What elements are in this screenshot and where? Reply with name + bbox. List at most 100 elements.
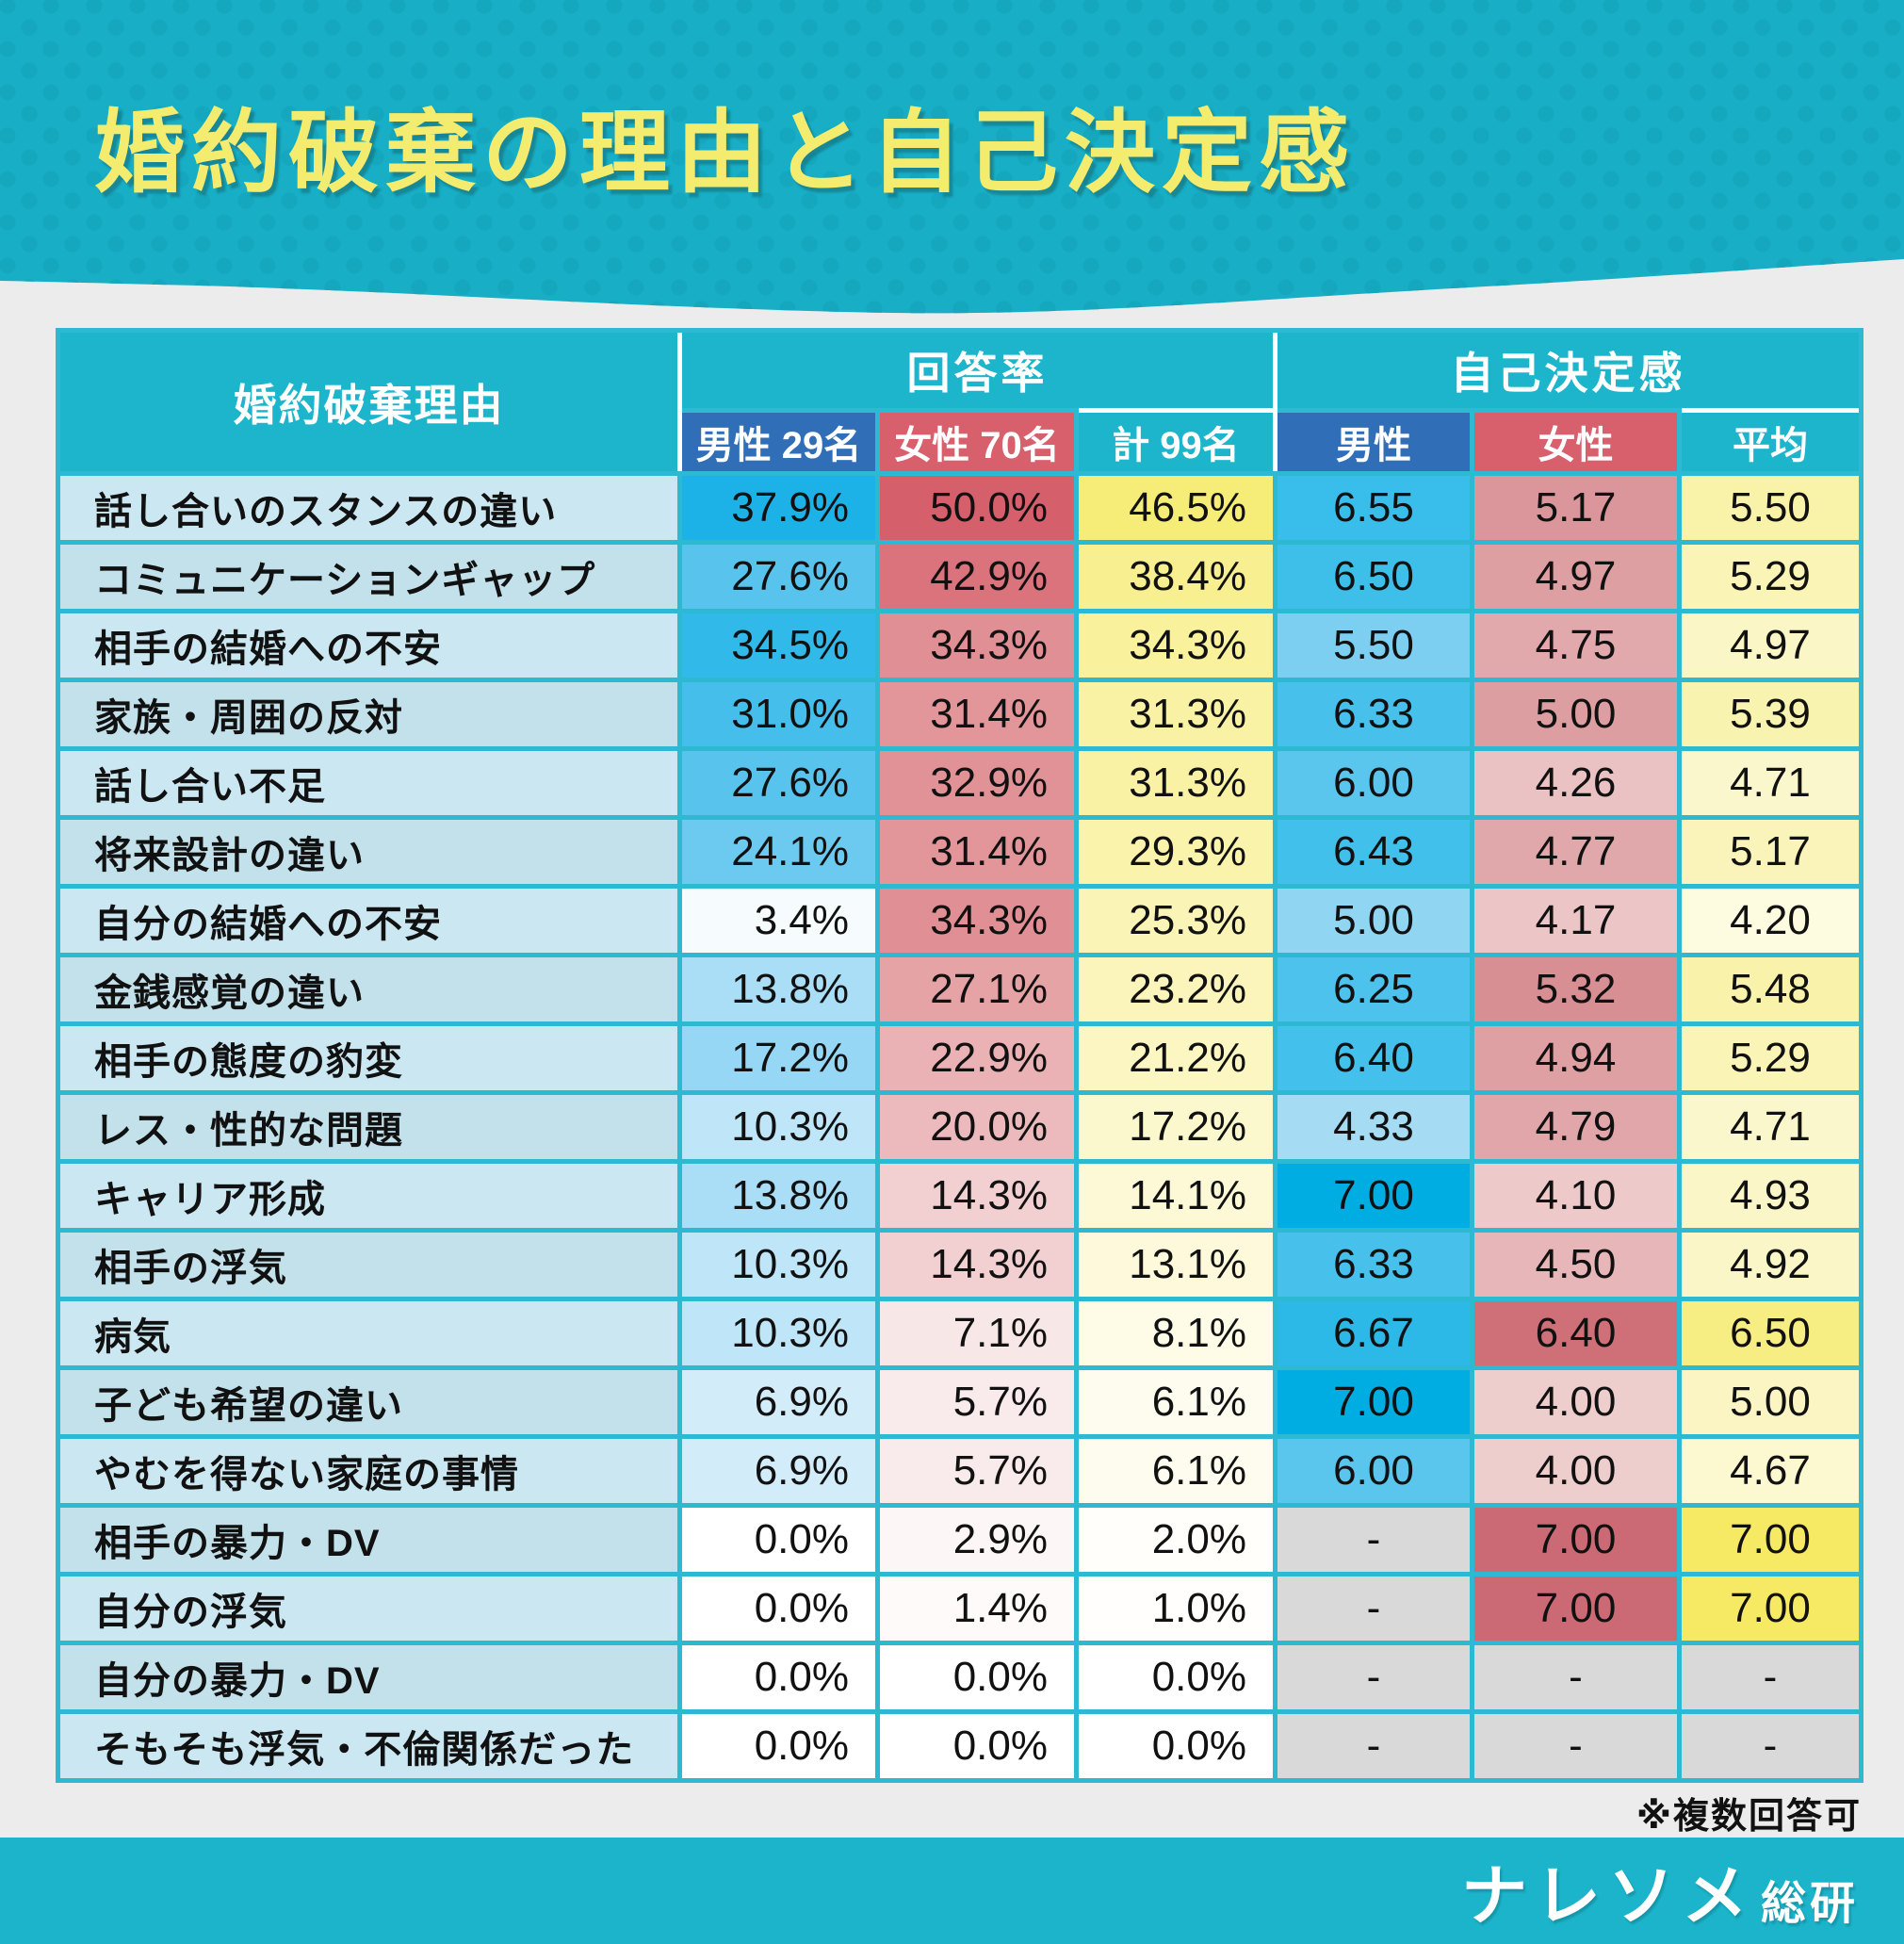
brand-logo-sub: 総研 <box>1760 1879 1859 1929</box>
data-cell: 13.8% <box>682 1164 875 1228</box>
data-cell: 6.1% <box>1079 1370 1273 1434</box>
sub-header-male-n: 男性 29名 <box>682 413 875 471</box>
data-cell: 21.2% <box>1079 1026 1273 1090</box>
data-cell: 5.29 <box>1682 545 1859 609</box>
data-cell: 4.20 <box>1682 889 1859 953</box>
data-cell: 4.50 <box>1474 1233 1677 1297</box>
data-cell: - <box>1474 1714 1677 1778</box>
data-cell: 5.17 <box>1682 820 1859 884</box>
data-cell: 0.0% <box>1079 1645 1273 1709</box>
brand-logo: ナレソメ 総研 <box>1461 1843 1859 1938</box>
data-cell: 4.71 <box>1682 1095 1859 1159</box>
data-cell: 42.9% <box>880 545 1074 609</box>
data-cell: 5.50 <box>1277 613 1470 678</box>
data-cell: 7.00 <box>1682 1508 1859 1572</box>
data-cell: 6.50 <box>1682 1301 1859 1365</box>
data-cell: 17.2% <box>1079 1095 1273 1159</box>
row-label: 子ども希望の違い <box>60 1370 677 1434</box>
data-cell: 34.3% <box>1079 613 1273 678</box>
data-cell: 31.4% <box>880 820 1074 884</box>
data-cell: - <box>1474 1645 1677 1709</box>
footnote: ※複数回答可 <box>1636 1797 1862 1837</box>
data-cell: 7.00 <box>1474 1508 1677 1572</box>
data-cell: 6.50 <box>1277 545 1470 609</box>
data-cell: 14.1% <box>1079 1164 1273 1228</box>
data-cell: 20.0% <box>880 1095 1074 1159</box>
row-label: やむを得ない家庭の事情 <box>60 1439 677 1503</box>
data-cell: - <box>1277 1508 1470 1572</box>
data-cell: 50.0% <box>880 476 1074 540</box>
data-cell: 34.3% <box>880 613 1074 678</box>
data-cell: 6.25 <box>1277 957 1470 1021</box>
row-label: 金銭感覚の違い <box>60 957 677 1021</box>
data-cell: 23.2% <box>1079 957 1273 1021</box>
data-cell: 0.0% <box>880 1645 1074 1709</box>
data-cell: 5.00 <box>1682 1370 1859 1434</box>
data-cell: 6.9% <box>682 1370 875 1434</box>
data-cell: 5.7% <box>880 1370 1074 1434</box>
data-cell: 0.0% <box>682 1714 875 1778</box>
data-cell: 6.33 <box>1277 1233 1470 1297</box>
data-cell: 7.00 <box>1474 1576 1677 1641</box>
data-cell: 4.93 <box>1682 1164 1859 1228</box>
data-cell: 13.1% <box>1079 1233 1273 1297</box>
data-cell: 5.7% <box>880 1439 1074 1503</box>
data-cell: 4.00 <box>1474 1439 1677 1503</box>
data-cell: 32.9% <box>880 751 1074 815</box>
data-cell: 5.00 <box>1474 682 1677 746</box>
data-cell: 7.1% <box>880 1301 1074 1365</box>
row-label: 家族・周囲の反対 <box>60 682 677 746</box>
data-cell: 29.3% <box>1079 820 1273 884</box>
data-cell: 27.1% <box>880 957 1074 1021</box>
data-cell: 1.4% <box>880 1576 1074 1641</box>
row-label: キャリア形成 <box>60 1164 677 1228</box>
sub-header-sd-female: 女性 <box>1474 413 1677 471</box>
data-cell: 6.55 <box>1277 476 1470 540</box>
data-cell: 31.3% <box>1079 682 1273 746</box>
data-cell: - <box>1277 1576 1470 1641</box>
data-cell: 4.92 <box>1682 1233 1859 1297</box>
data-cell: 4.10 <box>1474 1164 1677 1228</box>
data-cell: 10.3% <box>682 1233 875 1297</box>
header-separator-vertical-1 <box>677 333 682 471</box>
row-label: 相手の暴力・DV <box>60 1508 677 1572</box>
data-cell: 34.3% <box>880 889 1074 953</box>
data-cell: 31.0% <box>682 682 875 746</box>
data-cell: 7.00 <box>1277 1164 1470 1228</box>
data-cell: 6.00 <box>1277 1439 1470 1503</box>
data-cell: 5.48 <box>1682 957 1859 1021</box>
data-cell: 4.75 <box>1474 613 1677 678</box>
data-cell: 0.0% <box>682 1508 875 1572</box>
data-cell: 46.5% <box>1079 476 1273 540</box>
row-label: 話し合い不足 <box>60 751 677 815</box>
data-cell: 31.3% <box>1079 751 1273 815</box>
row-label: コミュニケーションギャップ <box>60 545 677 609</box>
sub-header-sd-average: 平均 <box>1682 413 1859 471</box>
brand-logo-main: ナレソメ <box>1460 1859 1755 1933</box>
column-header-reason: 婚約破棄理由 <box>60 333 677 471</box>
data-cell: 6.40 <box>1474 1301 1677 1365</box>
data-cell: 6.1% <box>1079 1439 1273 1503</box>
data-cell: 34.5% <box>682 613 875 678</box>
data-cell: 6.9% <box>682 1439 875 1503</box>
data-cell: 25.3% <box>1079 889 1273 953</box>
data-cell: 10.3% <box>682 1301 875 1365</box>
page-title: 婚約破棄の理由と自己決定感 <box>94 103 1356 204</box>
data-cell: 6.43 <box>1277 820 1470 884</box>
data-cell: 6.00 <box>1277 751 1470 815</box>
data-cell: - <box>1277 1714 1470 1778</box>
data-cell: 5.17 <box>1474 476 1677 540</box>
data-cell: 27.6% <box>682 751 875 815</box>
row-label: 相手の浮気 <box>60 1233 677 1297</box>
data-cell: 4.33 <box>1277 1095 1470 1159</box>
data-table: 婚約破棄理由 回答率 自己決定感 男性 29名 女性 70名 計 99名 男性 … <box>56 328 1863 1783</box>
group-header-response-rate: 回答率 <box>682 333 1273 408</box>
data-cell: 4.71 <box>1682 751 1859 815</box>
data-cell: 14.3% <box>880 1233 1074 1297</box>
data-cell: 0.0% <box>682 1576 875 1641</box>
data-cell: 0.0% <box>1079 1714 1273 1778</box>
data-cell: 22.9% <box>880 1026 1074 1090</box>
group-header-self-determination: 自己決定感 <box>1277 333 1859 408</box>
row-label: 病気 <box>60 1301 677 1365</box>
data-cell: 4.97 <box>1474 545 1677 609</box>
